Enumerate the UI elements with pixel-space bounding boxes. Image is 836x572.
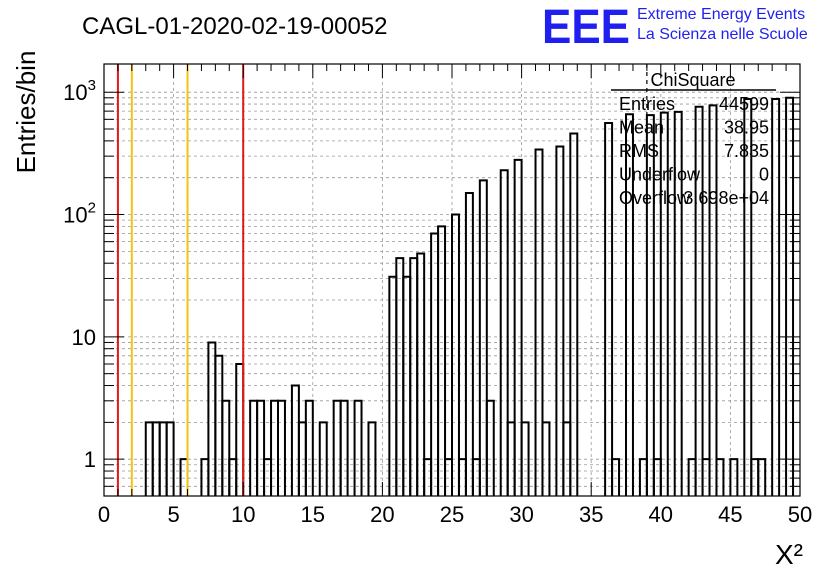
x-axis-label: X² [775,539,803,570]
x-tick-label: 25 [440,502,464,527]
histogram-bin [290,384,300,496]
x-tick-label: 30 [509,502,533,527]
y-tick-label: 10 [72,325,96,350]
histogram-bin [729,458,739,496]
histogram-bin [437,225,447,496]
stats-value: 38.95 [724,118,769,138]
histogram-bin [277,399,286,496]
histogram-bin [569,132,579,496]
chart-title: CAGL-01-2020-02-19-00052 [82,13,388,40]
x-tick-label: 10 [231,502,255,527]
stats-value: 44599 [719,94,769,114]
axis-ticks: 0 5 10 15 20 25 30 35 40 45 50 1 10 102 103 [63,64,812,527]
histogram-bin [367,421,377,496]
histogram-bin [555,145,565,496]
histogram-bin [214,354,224,496]
stats-value: 7.835 [724,141,769,161]
histogram-bin [499,169,509,496]
x-tick-label: 20 [370,502,394,527]
threshold-lines [116,64,648,496]
stats-value: 0 [759,165,769,185]
histogram-bin [659,111,669,496]
histogram [144,96,795,496]
histogram-bin [221,399,231,496]
stats-title: ChiSquare [650,70,735,90]
histogram-bin [464,191,474,496]
histogram-bin [478,179,488,496]
histogram-bin [409,257,419,496]
histogram-bin [604,121,614,496]
stats-box: ChiSquare Entries 44599 Mean 38.95 RMS 7.835 U… [611,70,776,208]
stats-label: Mean [619,118,664,138]
histogram-bin [256,399,266,496]
histogram-bin [207,341,217,496]
histogram-bin [625,113,634,496]
histogram-bin [388,275,398,496]
histogram-bin [416,252,426,496]
histogram-bin [785,96,795,496]
histogram-bin [165,421,175,496]
logo-mark: EEE [542,1,630,54]
histogram-bin [318,421,328,496]
y-axis-label: Entries/bin [11,51,41,174]
x-tick-label: 40 [649,502,673,527]
histogram-bin [270,399,279,496]
x-tick-label: 15 [301,502,325,527]
histogram-bin [694,105,704,496]
logo-line-1: Extreme Energy Events [637,6,805,23]
stats-label: Overflow [619,188,691,208]
x-tick-label: 45 [718,502,742,527]
histogram-bin [402,275,412,496]
histogram-bin [513,158,523,496]
x-tick-label: 35 [579,502,603,527]
stats-label: Underflow [619,165,701,185]
histogram-bin [353,399,363,496]
histogram-bin [534,148,544,496]
y-tick-label: 103 [63,77,96,105]
y-tick-label: 102 [63,200,96,228]
histogram-bin [715,458,725,496]
histogram-bin [485,399,495,496]
x-tick-label: 0 [98,502,110,527]
y-tick-label: 1 [84,447,96,472]
histogram-bin [611,458,621,496]
stats-label: Entries [619,94,675,114]
histogram-bin [757,458,767,496]
eee-logo: EEE Extreme Energy Events La Scienza nel… [542,1,808,54]
histogram-bin [304,399,314,496]
stats-value: 3.698e+04 [683,188,769,208]
x-tick-label: 5 [167,502,179,527]
histogram-bin [743,97,753,496]
stats-rows: Entries 44599 Mean 38.95 RMS 7.835 Underflow 0 O… [619,94,769,208]
histogram-bin [339,399,349,496]
histogram-bin [673,110,683,496]
histogram-bin [541,421,551,496]
x-tick-label: 50 [788,502,812,527]
histogram-bin [430,232,440,496]
histogram-bin [520,421,530,496]
histogram-bin [708,104,718,496]
histogram-bin [332,399,342,496]
histogram-bin [395,257,405,496]
stats-label: RMS [619,141,659,161]
histogram-bin [249,399,259,496]
histogram-bin [771,97,781,496]
histogram-bin [451,213,460,496]
logo-line-2: La Scienza nelle Scuole [637,26,808,43]
histogram-bin [235,362,245,496]
